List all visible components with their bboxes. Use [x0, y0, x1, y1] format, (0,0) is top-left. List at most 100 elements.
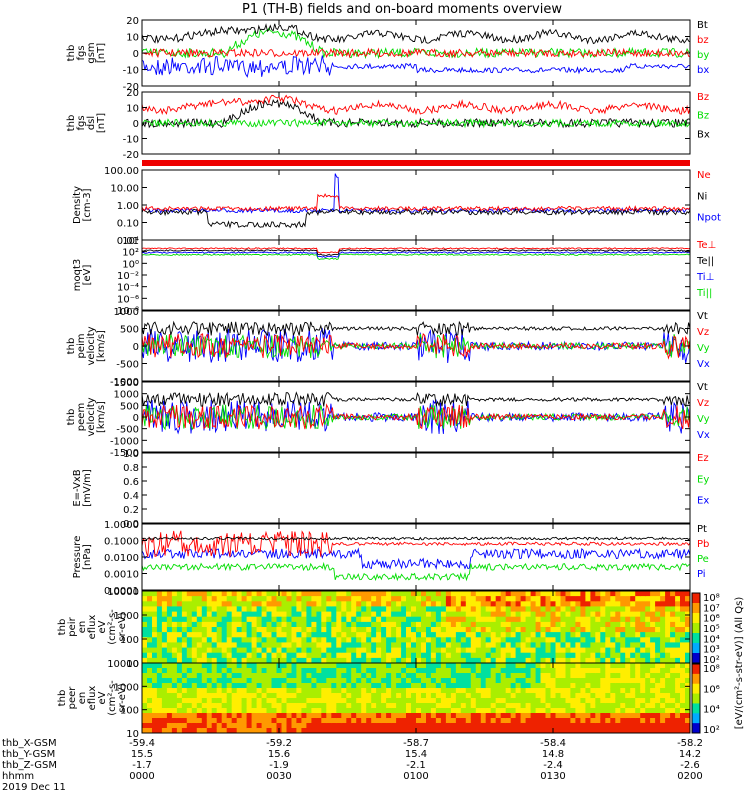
heat-cell [650, 718, 656, 724]
heat-cell [540, 713, 546, 719]
heat-cell [216, 611, 223, 618]
heat-cell [620, 663, 626, 669]
heat-cell [655, 713, 661, 719]
heat-cell [376, 663, 382, 669]
heat-cell [445, 611, 452, 618]
y-axis-label: dsl [86, 116, 97, 130]
heat-cell [251, 683, 258, 689]
heat-cell [530, 663, 537, 669]
heat-cell [630, 718, 636, 724]
heat-cell [166, 596, 173, 602]
heat-cell [296, 703, 302, 709]
heat-cell [411, 642, 417, 648]
heat-cell [685, 647, 691, 654]
heat-cell [296, 591, 302, 597]
heat-cell [147, 723, 153, 729]
heat-cell [191, 642, 198, 648]
heat-cell [276, 596, 282, 602]
heat-cell [196, 591, 203, 597]
colorbar-swatch [692, 623, 700, 634]
heat-cell [495, 647, 502, 654]
heat-cell [610, 616, 616, 623]
heat-cell [485, 627, 492, 633]
heat-cell [341, 663, 347, 669]
heat-cell [371, 627, 377, 633]
heat-cell [196, 601, 203, 607]
heat-cell [545, 621, 551, 628]
heat-cell [640, 632, 646, 638]
heat-cell [585, 723, 591, 729]
heat-cell [376, 708, 382, 714]
heat-cell [251, 611, 258, 618]
heat-cell [510, 642, 517, 648]
heat-cell [401, 673, 407, 679]
heat-cell [246, 718, 253, 724]
heat-cell [171, 688, 178, 694]
y-tick-label: 1.00 [117, 201, 139, 212]
heat-cell [440, 601, 447, 607]
heat-cell [396, 698, 402, 704]
heat-cell [261, 698, 268, 704]
heat-cell [281, 668, 287, 674]
heat-cell [580, 713, 586, 719]
heat-cell [570, 688, 576, 694]
heat-cell [655, 683, 661, 689]
heat-cell [660, 611, 666, 618]
heat-cell [470, 591, 477, 597]
heat-cell [341, 693, 347, 699]
heat-cell [211, 683, 218, 689]
heat-cell [565, 683, 571, 689]
heat-cell [296, 611, 302, 618]
y-tick-label: -500 [116, 425, 139, 436]
heat-cell [411, 637, 417, 643]
heat-cell [600, 611, 606, 618]
heat-cell [590, 596, 596, 602]
heat-cell [500, 606, 507, 612]
heat-cell [281, 693, 287, 699]
heat-cell [206, 596, 213, 602]
heat-cell [595, 673, 601, 679]
heat-cell [176, 723, 183, 729]
heat-cell [276, 647, 282, 654]
heat-cell [595, 683, 601, 689]
heat-cell [630, 596, 636, 602]
heat-cell [196, 718, 203, 724]
heat-cell [505, 596, 512, 602]
heat-cell [381, 642, 387, 648]
heat-cell [406, 657, 412, 664]
heat-cell [186, 621, 193, 628]
heat-cell [331, 693, 337, 699]
heat-cell [276, 688, 282, 694]
heat-cell [326, 683, 332, 689]
heat-cell [470, 647, 477, 654]
heat-cell [445, 591, 452, 597]
heat-cell [635, 698, 641, 704]
heat-cell [256, 668, 263, 674]
heat-cell [396, 688, 402, 694]
heat-cell [550, 693, 556, 699]
heat-cell [196, 698, 203, 704]
heat-cell [560, 596, 566, 602]
heat-cell [216, 606, 223, 612]
heat-cell [490, 657, 497, 664]
heat-cell [371, 591, 377, 597]
legend-entry: Bx [697, 129, 710, 140]
heat-cell [236, 723, 243, 729]
heat-cell [585, 693, 591, 699]
heat-cell [495, 703, 502, 709]
heat-cell [256, 678, 263, 684]
heat-cell [480, 728, 487, 734]
y-axis-label: eflux [87, 686, 98, 711]
heat-cell [460, 591, 467, 597]
heat-cell [266, 657, 272, 664]
heat-cell [475, 668, 482, 674]
heat-cell [535, 642, 542, 648]
heat-cell [381, 718, 387, 724]
heat-cell [615, 668, 621, 674]
heat-cell [530, 698, 537, 704]
heat-cell [645, 728, 651, 734]
y-tick-label: 10⁻⁸ [117, 306, 139, 317]
heat-cell [371, 611, 377, 618]
y-tick-label: 10 [126, 104, 139, 115]
